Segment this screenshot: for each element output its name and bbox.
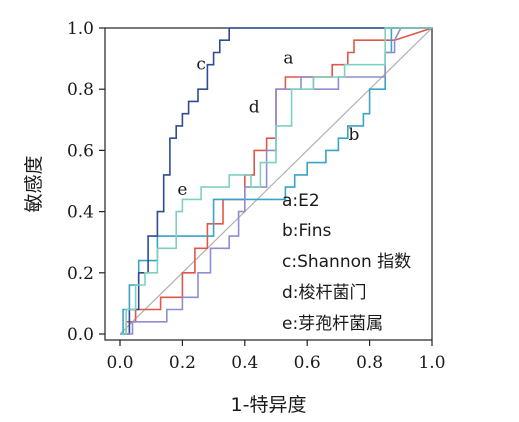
- y-tick-label: 0.0: [67, 325, 94, 345]
- curve-tags: a b c d e: [177, 49, 359, 201]
- legend-item-a: a:E2: [282, 191, 320, 211]
- curve-tag-c: c: [196, 55, 206, 75]
- x-tick-label: 0.6: [294, 353, 321, 373]
- reference-line-layer: [119, 27, 433, 335]
- y-tick-label: 0.4: [67, 203, 94, 223]
- x-tick-label: 0.0: [106, 353, 133, 373]
- y-tick-label: 0.2: [67, 264, 94, 284]
- curve-tag-b: b: [349, 125, 360, 145]
- y-axis-title: 敏感度: [23, 155, 45, 212]
- series-layer: [120, 27, 433, 335]
- x-axis-title: 1-特异度: [231, 394, 307, 416]
- reference-diagonal-line: [119, 27, 433, 335]
- y-axis: 0.0 0.2 0.4 0.6 0.8 1.0: [67, 19, 105, 345]
- x-tick-label: 1.0: [418, 353, 445, 373]
- series-e-line: [120, 27, 432, 335]
- x-tick-label: 0.2: [169, 353, 196, 373]
- x-tick-label: 0.4: [231, 353, 258, 373]
- y-tick-label: 1.0: [67, 19, 94, 39]
- legend-item-c: c:Shannon 指数: [282, 252, 411, 272]
- y-tick-label: 0.6: [67, 141, 94, 161]
- legend: a:E2 b:Fins c:Shannon 指数 d:梭杆菌门 e:芽孢杆菌属: [282, 191, 411, 334]
- series-d-line: [120, 27, 432, 335]
- y-tick-label: 0.8: [67, 80, 94, 100]
- plot-area-border: [104, 27, 433, 341]
- x-axis: 0.0 0.2 0.4 0.6 0.8 1.0: [106, 340, 446, 373]
- x-tick-label: 0.8: [356, 353, 383, 373]
- legend-item-d: d:梭杆菌门: [282, 283, 367, 303]
- plot-frame: [104, 27, 433, 341]
- legend-item-e: e:芽孢杆菌属: [282, 314, 383, 334]
- curve-tag-a: a: [283, 49, 293, 69]
- legend-item-b: b:Fins: [282, 221, 332, 241]
- curve-tag-d: d: [249, 98, 260, 118]
- curve-tag-e: e: [177, 180, 187, 200]
